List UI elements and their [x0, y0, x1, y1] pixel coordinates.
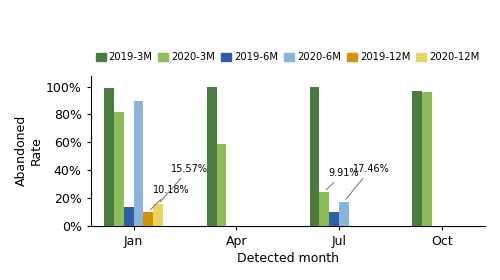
Bar	[114, 112, 124, 226]
Text: 9.91%: 9.91%	[326, 168, 359, 190]
Bar	[320, 192, 329, 226]
Text: 15.57%: 15.57%	[160, 164, 208, 202]
Bar	[310, 87, 320, 226]
Bar	[144, 212, 153, 226]
Text: 10.18%: 10.18%	[150, 185, 189, 210]
Bar	[124, 207, 134, 226]
Bar	[206, 87, 216, 226]
Bar	[216, 144, 226, 226]
Text: 17.46%: 17.46%	[346, 164, 390, 199]
Bar	[422, 92, 432, 226]
Bar	[339, 202, 349, 226]
Bar	[153, 204, 163, 226]
Bar	[104, 88, 114, 226]
Bar	[412, 91, 422, 226]
Y-axis label: Abandoned
Rate: Abandoned Rate	[15, 115, 43, 186]
Bar	[329, 212, 339, 226]
Legend: 2019-3M, 2020-3M, 2019-6M, 2020-6M, 2019-12M, 2020-12M: 2019-3M, 2020-3M, 2019-6M, 2020-6M, 2019…	[94, 50, 482, 64]
X-axis label: Detected month: Detected month	[236, 252, 338, 265]
Bar	[134, 101, 143, 226]
